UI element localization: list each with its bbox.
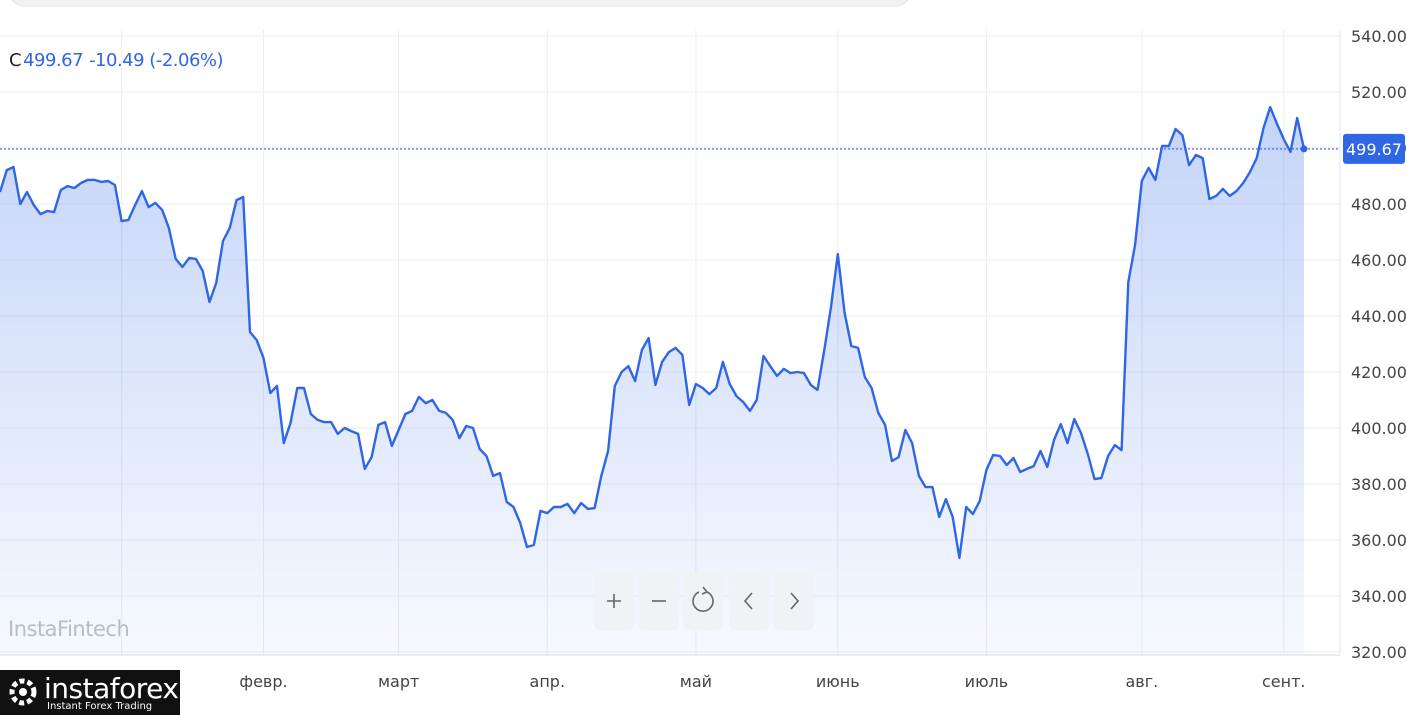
last-price-dot: [1300, 145, 1308, 153]
watermark: InstaFintech: [8, 617, 130, 641]
logo-tagline: Instant Forex Trading: [47, 701, 153, 712]
area-fill: [0, 107, 1304, 656]
icon: [692, 586, 714, 612]
x-tick-label: авг.: [1125, 672, 1158, 691]
y-tick-label: 380.00: [1351, 475, 1407, 494]
reset-button[interactable]: [683, 572, 723, 630]
icon: [790, 592, 800, 610]
scroll-left-button[interactable]: [729, 572, 769, 630]
icon: [743, 592, 753, 610]
x-tick-label: март: [378, 672, 419, 691]
x-tick-label: май: [680, 672, 712, 691]
logo[interactable]: instaforex Instant Forex Trading: [0, 670, 180, 715]
zoom-out-button[interactable]: [639, 572, 679, 630]
scroll-right-button[interactable]: [774, 572, 814, 630]
logo-name: instaforex: [44, 672, 179, 705]
y-tick-label: 360.00: [1351, 531, 1407, 550]
legend-header: C 499.67 -10.49 (-2.06%): [9, 50, 229, 71]
y-tick-label: 420.00: [1351, 363, 1407, 382]
close-value: 499.67: [23, 50, 84, 71]
ohlc-label: C: [9, 50, 22, 71]
price-line: [0, 105, 1306, 560]
y-tick-label: 400.00: [1351, 419, 1407, 438]
change-value: -10.49 (-2.06%): [89, 50, 224, 71]
x-tick-label: апр.: [530, 672, 566, 691]
x-tick-label: сент.: [1262, 672, 1306, 691]
y-tick-label: 520.00: [1351, 83, 1407, 102]
price-tag-label: 499.67: [1346, 140, 1402, 159]
y-tick-label: 320.00: [1351, 643, 1407, 662]
icon: [652, 600, 666, 602]
search-bar[interactable]: [10, 0, 910, 7]
y-tick-label: 480.00: [1351, 195, 1407, 214]
logo-icon: [9, 678, 37, 706]
y-tick-label: 440.00: [1351, 307, 1407, 326]
x-tick-label: июль: [965, 672, 1009, 691]
y-tick-label: 340.00: [1351, 587, 1407, 606]
x-tick-label: июнь: [816, 672, 860, 691]
x-tick-label: февр.: [239, 672, 287, 691]
y-tick-label: 460.00: [1351, 251, 1407, 270]
icon: [607, 594, 621, 608]
zoom-in-button[interactable]: [594, 572, 634, 630]
y-tick-label: 540.00: [1351, 27, 1407, 46]
price-tag: [1343, 133, 1405, 164]
